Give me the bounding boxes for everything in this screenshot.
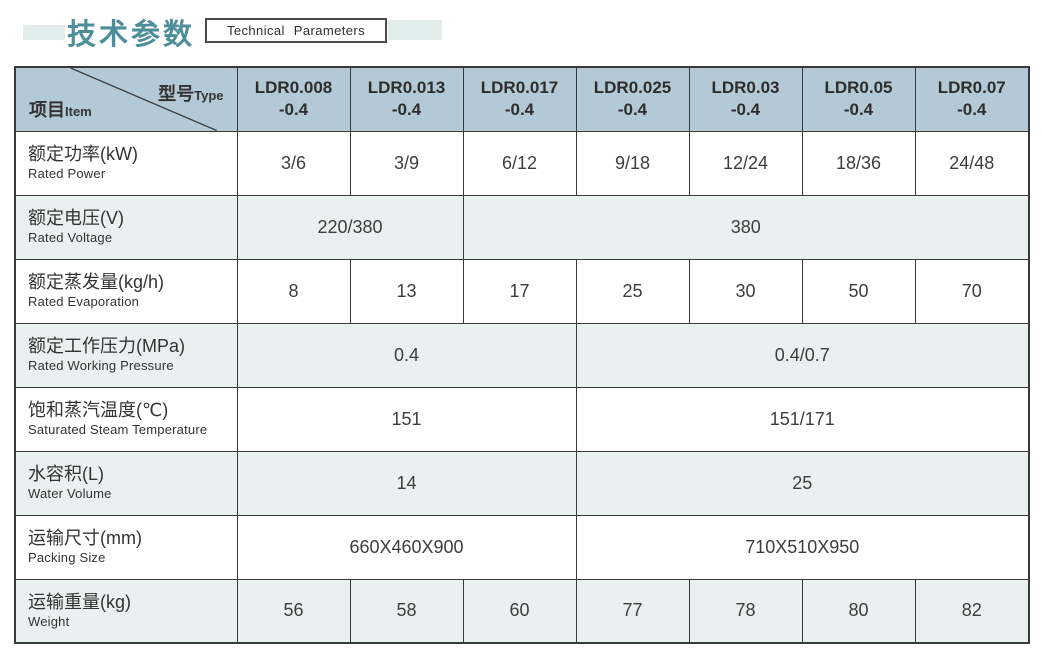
page-title-en: Technical Parameters	[227, 23, 365, 38]
model-header-cell: LDR0.017 -0.4	[462, 66, 577, 132]
table-row: 额定工作压力(MPa) Rated Working Pressure 0.4 0.4/…	[14, 322, 1030, 388]
row-label-en: Packing Size	[28, 549, 106, 565]
row-label-cn: 额定工作压力(MPa)	[28, 336, 185, 357]
row-label-cell: 水容积(L) Water Volume	[14, 450, 238, 516]
value-cell: 58	[349, 578, 464, 644]
row-label-cn: 水容积(L)	[28, 464, 104, 485]
row-label-cell: 运输重量(kg) Weight	[14, 578, 238, 644]
row-label-en: Rated Evaporation	[28, 293, 140, 309]
title-accent-right	[388, 20, 442, 40]
row-label-cn: 饱和蒸汽温度(℃)	[28, 400, 169, 421]
value-cell: 151	[236, 386, 577, 452]
value-cell: 60	[462, 578, 577, 644]
value-cell: 0.4	[236, 322, 577, 388]
value-cell: 77	[575, 578, 690, 644]
value-cell: 13	[349, 258, 464, 324]
page-title: 技术参数	[67, 19, 196, 51]
value-cell: 78	[688, 578, 803, 644]
corner-header-cell: 型号Type 项目Item	[14, 66, 238, 132]
value-cell: 380	[462, 194, 1030, 260]
model-header-cell: LDR0.03 -0.4	[688, 66, 803, 132]
row-label-cell: 额定功率(kW) Rated Power	[14, 130, 238, 196]
row-label-cn: 额定蒸发量(kg/h)	[28, 272, 165, 293]
value-cell: 50	[801, 258, 916, 324]
row-label-cell: 额定工作压力(MPa) Rated Working Pressure	[14, 322, 238, 388]
table-row: 额定电压(V) Rated Voltage 220/380 380	[14, 194, 1030, 260]
model-header-cell: LDR0.025 -0.4	[575, 66, 690, 132]
row-label-cn: 运输重量(kg)	[28, 591, 131, 612]
table-row: 运输尺寸(mm) Packing Size 660X460X900 710X510X9…	[14, 514, 1030, 580]
model-header-cell: LDR0.008 -0.4	[236, 66, 351, 132]
model-header-cell: LDR0.07 -0.4	[914, 66, 1030, 132]
value-cell: 80	[801, 578, 916, 644]
row-label-cell: 运输尺寸(mm) Packing Size	[14, 514, 238, 580]
title-translation-box: Technical Parameters	[205, 18, 387, 43]
value-cell: 710X510X950	[575, 514, 1030, 580]
value-cell: 8	[236, 258, 351, 324]
table-row: 额定蒸发量(kg/h) Rated Evaporation 8 13 17 25 30 50 7…	[14, 258, 1030, 324]
table-row: 运输重量(kg) Weight 56 58 60 77 78 80 82	[14, 578, 1030, 644]
title-accent-left	[23, 25, 65, 40]
value-cell: 0.4/0.7	[575, 322, 1030, 388]
value-cell: 3/9	[349, 130, 464, 196]
value-cell: 12/24	[688, 130, 803, 196]
model-header-cell: LDR0.05 -0.4	[801, 66, 916, 132]
row-label-en: Rated Voltage	[28, 229, 113, 245]
table-row: 水容积(L) Water Volume 14 25	[14, 450, 1030, 516]
row-label-en: Saturated Steam Temperature	[28, 421, 208, 437]
row-label-cn: 额定功率(kW)	[28, 144, 138, 165]
row-label-en: Water Volume	[28, 485, 112, 501]
table-row: 额定功率(kW) Rated Power 3/6 3/9 6/12 9/18 12/24 18…	[14, 130, 1030, 196]
value-cell: 14	[236, 450, 577, 516]
value-cell: 17	[462, 258, 577, 324]
value-cell: 30	[688, 258, 803, 324]
diagonal-divider-line	[70, 68, 217, 131]
value-cell: 24/48	[914, 130, 1030, 196]
row-label-cn: 运输尺寸(mm)	[28, 528, 142, 549]
value-cell: 82	[914, 578, 1030, 644]
value-cell: 70	[914, 258, 1030, 324]
header-row: 型号Type 项目Item LDR0.008 -0.4 LDR0.013 -0.4 LD…	[14, 66, 1030, 132]
parameters-table: 型号Type 项目Item LDR0.008 -0.4 LDR0.013 -0.4 LD…	[14, 66, 1030, 644]
value-cell: 25	[575, 258, 690, 324]
row-label-cell: 饱和蒸汽温度(℃) Saturated Steam Temperature	[14, 386, 238, 452]
corner-item-label: 项目Item	[29, 99, 92, 120]
row-label-cell: 额定电压(V) Rated Voltage	[14, 194, 238, 260]
model-header-cell: LDR0.013 -0.4	[349, 66, 464, 132]
value-cell: 6/12	[462, 130, 577, 196]
row-label-en: Rated Power	[28, 165, 106, 181]
value-cell: 151/171	[575, 386, 1030, 452]
value-cell: 56	[236, 578, 351, 644]
value-cell: 3/6	[236, 130, 351, 196]
value-cell: 25	[575, 450, 1030, 516]
value-cell: 18/36	[801, 130, 916, 196]
corner-type-label: 型号Type	[158, 84, 224, 104]
row-label-cn: 额定电压(V)	[28, 208, 124, 229]
value-cell: 220/380	[236, 194, 464, 260]
row-label-cell: 额定蒸发量(kg/h) Rated Evaporation	[14, 258, 238, 324]
value-cell: 660X460X900	[236, 514, 577, 580]
row-label-en: Rated Working Pressure	[28, 357, 174, 373]
table-row: 饱和蒸汽温度(℃) Saturated Steam Temperature 151 1…	[14, 386, 1030, 452]
value-cell: 9/18	[575, 130, 690, 196]
row-label-en: Weight	[28, 613, 70, 629]
